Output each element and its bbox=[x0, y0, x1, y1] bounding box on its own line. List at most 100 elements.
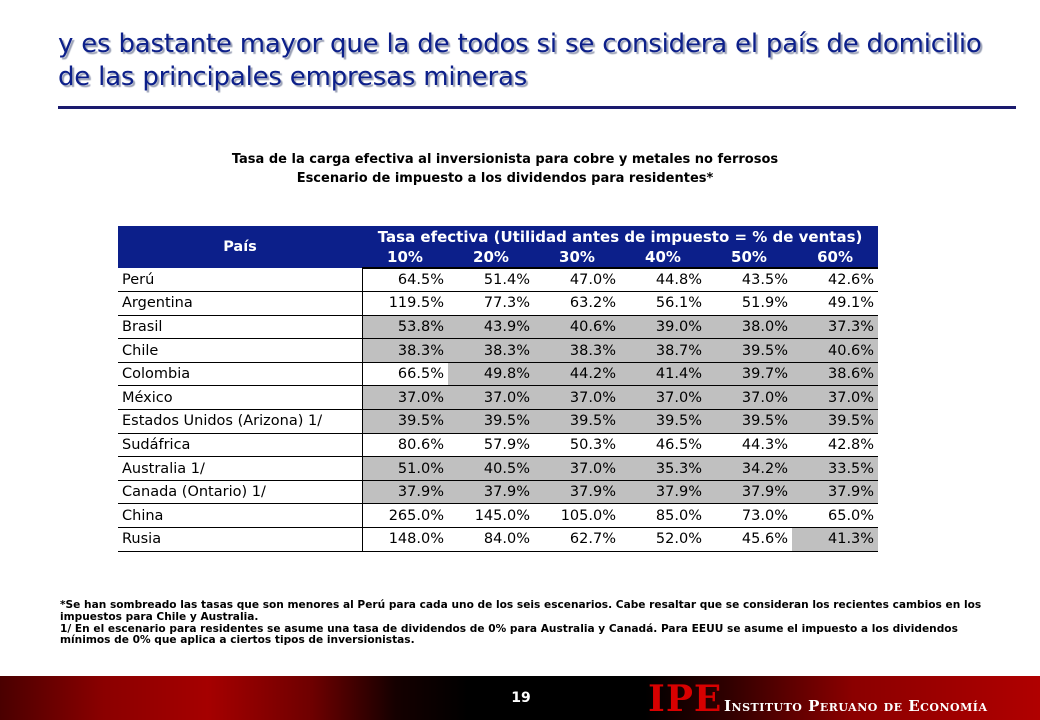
rate-cell: 44.2% bbox=[534, 362, 620, 387]
table-header-row-1: País Tasa efectiva (Utilidad antes de im… bbox=[118, 226, 879, 268]
country-cell: Australia 1/ bbox=[118, 456, 363, 481]
country-column-header: País bbox=[118, 226, 362, 268]
institute-name: Instituto Peruano de Economía bbox=[724, 697, 988, 715]
table-row: Australia 1/51.0% 40.5% 37.0% 35.3% 34.2% 33.… bbox=[118, 456, 879, 481]
rate-cell: 37.9% bbox=[362, 480, 448, 505]
rate-cell: 66.5% bbox=[362, 362, 448, 387]
rate-cell: 39.0% bbox=[620, 315, 706, 340]
rate-cell: 52.0% bbox=[620, 527, 706, 552]
rate-cell: 39.5% bbox=[792, 409, 879, 434]
table-row: Colombia 66.5% 49.8% 44.2% 41.4% 39.7% 38.6% bbox=[118, 362, 879, 387]
rate-cell: 65.0% bbox=[792, 503, 879, 529]
country-cell: Argentina bbox=[118, 291, 363, 316]
footnote-1: 1/ En el escenario para residentes se as… bbox=[60, 622, 958, 647]
page-number: 19 bbox=[511, 690, 531, 706]
rate-cell: 39.5% bbox=[620, 409, 706, 434]
table-row: China 265.0% 145.0% 105.0% 85.0% 73.0% 65.0% bbox=[118, 503, 879, 529]
rate-cell: 51.9% bbox=[706, 291, 792, 316]
rate-cell: 265.0% bbox=[362, 503, 448, 529]
rate-cell: 37.9% bbox=[620, 480, 706, 505]
rate-cell: 64.5% bbox=[362, 268, 448, 293]
rate-cell: 49.1% bbox=[792, 291, 879, 316]
column-header: 30% bbox=[534, 247, 620, 269]
rate-cell: 39.5% bbox=[448, 409, 534, 434]
country-cell: Estados Unidos (Arizona) 1/ bbox=[118, 409, 363, 434]
rate-cell: 38.3% bbox=[362, 338, 448, 363]
table-row: Rusia 148.0% 84.0% 62.7% 52.0% 45.6% 41.3% bbox=[118, 527, 879, 552]
rate-cell: 37.0% bbox=[620, 385, 706, 411]
rate-cell: 37.9% bbox=[448, 480, 534, 505]
rate-cell: 56.1% bbox=[620, 291, 706, 316]
country-cell: Rusia bbox=[118, 527, 363, 552]
country-cell: Sudáfrica bbox=[118, 433, 363, 458]
rate-cell: 40.6% bbox=[792, 338, 879, 363]
rate-cell: 38.7% bbox=[620, 338, 706, 363]
table-title-line2: Escenario de impuesto a los dividendos p… bbox=[296, 171, 714, 186]
table-title-line1: Tasa de la carga efectiva al inversionis… bbox=[231, 152, 779, 167]
rate-cell: 38.3% bbox=[534, 338, 620, 363]
rate-cell: 45.6% bbox=[706, 527, 792, 552]
rate-cell: 145.0% bbox=[448, 503, 534, 529]
country-cell: Brasil bbox=[118, 315, 363, 340]
rate-cell: 43.5% bbox=[706, 268, 792, 293]
rate-cell: 37.9% bbox=[534, 480, 620, 505]
rate-cell: 37.0% bbox=[362, 385, 448, 411]
rate-cell: 57.9% bbox=[448, 433, 534, 458]
rate-cell: 50.3% bbox=[534, 433, 620, 458]
country-cell: México bbox=[118, 385, 363, 411]
rate-cell: 84.0% bbox=[448, 527, 534, 552]
rate-cell: 40.5% bbox=[448, 456, 534, 481]
rate-cell: 51.4% bbox=[448, 268, 534, 293]
country-cell: Canada (Ontario) 1/ bbox=[118, 480, 363, 505]
rate-cell: 119.5% bbox=[362, 291, 448, 316]
rate-cell: 38.6% bbox=[792, 362, 879, 387]
rate-cell: 38.0% bbox=[706, 315, 792, 340]
slide-title: y es bastante mayor que la de todos si s… bbox=[58, 29, 982, 92]
rate-cell: 44.3% bbox=[706, 433, 792, 458]
title-divider bbox=[58, 106, 1016, 109]
rate-cell: 37.3% bbox=[792, 315, 879, 340]
rate-cell: 42.8% bbox=[792, 433, 879, 458]
rate-cell: 37.9% bbox=[706, 480, 792, 505]
table-row: Estados Unidos (Arizona) 1/39.5% 39.5% 39.… bbox=[118, 409, 879, 434]
rate-cell: 62.7% bbox=[534, 527, 620, 552]
rate-cell: 77.3% bbox=[448, 291, 534, 316]
rate-cell: 38.3% bbox=[448, 338, 534, 363]
footnote-shading: *Se han sombreado las tasas que son meno… bbox=[60, 599, 982, 623]
rate-cell: 41.3% bbox=[792, 527, 879, 552]
rate-cell: 35.3% bbox=[620, 456, 706, 481]
rate-cell: 39.5% bbox=[534, 409, 620, 434]
tax-rate-table: País Tasa efectiva (Utilidad antes de im… bbox=[118, 226, 879, 552]
rate-cell: 85.0% bbox=[620, 503, 706, 529]
rate-cell: 37.0% bbox=[792, 385, 879, 411]
rate-cell: 51.0% bbox=[362, 456, 448, 481]
rate-cell: 37.9% bbox=[792, 480, 879, 505]
footer-bar bbox=[0, 676, 1040, 720]
column-header: 20% bbox=[448, 247, 534, 269]
rate-cell: 37.0% bbox=[534, 385, 620, 411]
table-row: México 37.0% 37.0% 37.0% 37.0% 37.0% 37.0% bbox=[118, 385, 879, 411]
table-row: Sudáfrica 80.6% 57.9% 50.3% 46.5% 44.3% 42.8% bbox=[118, 433, 879, 458]
rate-cell: 53.8% bbox=[362, 315, 448, 340]
country-cell: Colombia bbox=[118, 362, 363, 387]
rate-cell: 33.5% bbox=[792, 456, 879, 481]
table-row: Chile 38.3% 38.3% 38.3% 38.7% 39.5% 40.6% bbox=[118, 338, 879, 363]
table-row: Perú 64.5% 51.4% 47.0% 44.8% 43.5% 42.6% bbox=[118, 268, 879, 293]
rate-cell: 42.6% bbox=[792, 268, 879, 293]
rate-cell: 80.6% bbox=[362, 433, 448, 458]
rate-cell: 44.8% bbox=[620, 268, 706, 293]
table-header-row-2: 10% 20% 30% 40% 50% 60% bbox=[118, 247, 879, 269]
rate-cell: 39.5% bbox=[706, 338, 792, 363]
rate-cell: 41.4% bbox=[620, 362, 706, 387]
rate-cell: 105.0% bbox=[534, 503, 620, 529]
country-cell: China bbox=[118, 503, 363, 529]
rate-cell: 49.8% bbox=[448, 362, 534, 387]
column-header: 50% bbox=[706, 247, 792, 269]
rate-cell: 37.0% bbox=[534, 456, 620, 481]
rate-cell: 46.5% bbox=[620, 433, 706, 458]
country-cell: Perú bbox=[118, 268, 363, 293]
column-header: 40% bbox=[620, 247, 706, 269]
rate-cell: 148.0% bbox=[362, 527, 448, 552]
rate-group-header: Tasa efectiva (Utilidad antes de impuest… bbox=[362, 226, 879, 247]
rate-cell: 47.0% bbox=[534, 268, 620, 293]
